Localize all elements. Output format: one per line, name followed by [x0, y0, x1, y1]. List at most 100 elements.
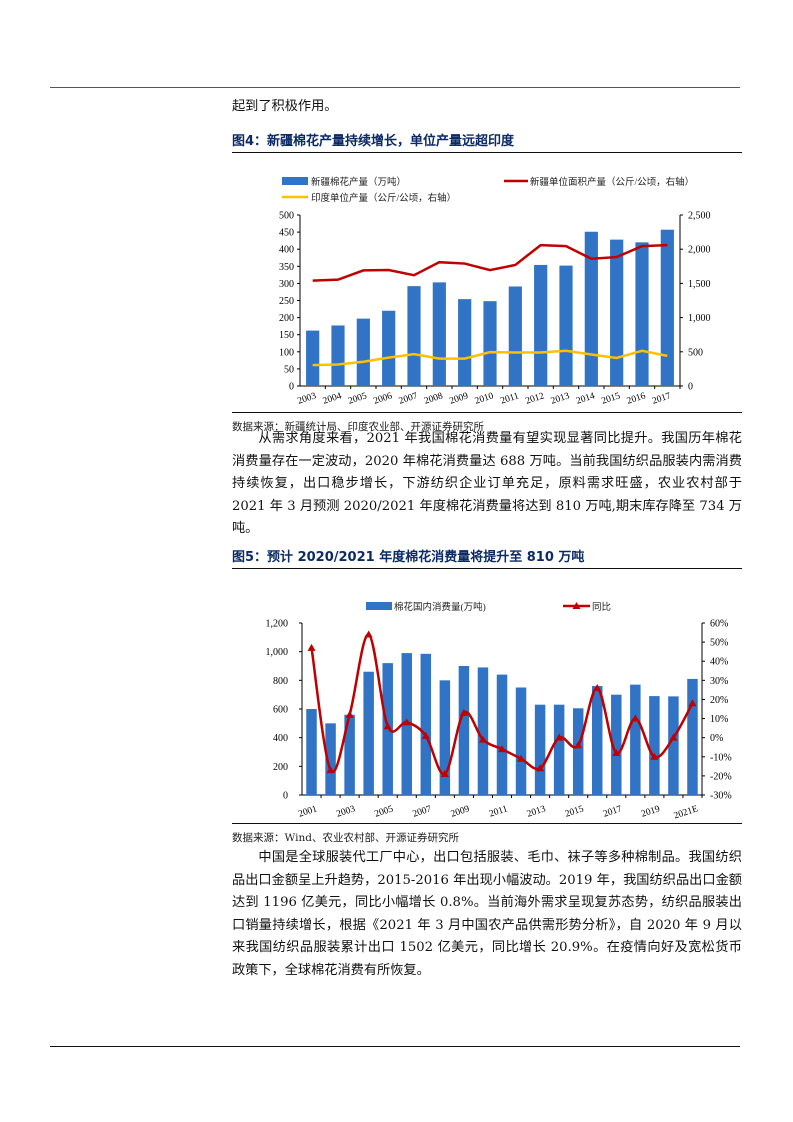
svg-text:2005: 2005 — [373, 804, 394, 819]
legend-xinjiang-yield: 新疆单位面积产量（公斤/公顷，右轴） — [530, 176, 694, 188]
yoy-marker — [498, 745, 506, 753]
svg-text:2015: 2015 — [600, 391, 621, 406]
svg-text:2007: 2007 — [398, 391, 419, 406]
legend-yoy: 同比 — [592, 601, 611, 613]
yoy-marker — [669, 733, 678, 741]
svg-text:-10%: -10% — [710, 752, 732, 763]
bar — [356, 318, 370, 386]
svg-text:1,000: 1,000 — [688, 313, 711, 324]
bar — [610, 239, 624, 386]
svg-text:200: 200 — [273, 762, 288, 773]
figure5-title: 图5：预计 2020/2021 年度棉花消费量将提升至 810 万吨 — [232, 546, 742, 569]
bar — [611, 694, 622, 795]
bar — [559, 265, 573, 386]
svg-text:40%: 40% — [710, 657, 728, 668]
svg-text:2009: 2009 — [450, 804, 471, 819]
bar — [363, 671, 374, 795]
svg-text:2,000: 2,000 — [688, 245, 711, 256]
svg-text:500: 500 — [688, 347, 703, 358]
svg-text:-20%: -20% — [710, 771, 732, 782]
bar — [458, 299, 472, 386]
svg-text:2019: 2019 — [640, 804, 661, 819]
yoy-marker — [326, 766, 335, 774]
bar — [325, 723, 336, 795]
footer-rule — [50, 1046, 740, 1047]
india-yield-line — [312, 349, 668, 367]
bar — [331, 325, 345, 386]
paragraph-exports: 中国是全球服装代工厂中心，出口包括服装、毛巾、袜子等多种棉制品。我国纺织品出口金… — [232, 850, 742, 978]
xinjiang-yield-line — [312, 243, 668, 282]
svg-text:800: 800 — [273, 676, 288, 687]
yoy-marker — [421, 731, 430, 739]
intro-text: 起到了积极作用。 — [232, 99, 338, 114]
yoy-marker — [555, 733, 564, 741]
svg-text:2006: 2006 — [372, 391, 393, 406]
yoy-marker — [593, 683, 602, 691]
svg-text:400: 400 — [279, 245, 294, 256]
bar — [496, 674, 508, 795]
bar — [344, 714, 355, 795]
paragraph-demand: 从需求角度来看，2021 年我国棉花消费量有望实现显著同比提升。我国历年棉花消费… — [232, 431, 742, 536]
bar — [306, 709, 317, 795]
yoy-marker — [440, 769, 449, 777]
svg-text:2013: 2013 — [526, 804, 547, 819]
yoy-marker — [650, 752, 659, 760]
svg-text:2009: 2009 — [448, 391, 469, 406]
svg-text:2011: 2011 — [499, 391, 520, 406]
svg-text:1,200: 1,200 — [266, 619, 289, 630]
figure4-source: 数据来源：新疆统计局、印度农业部、开源证券研究所 — [232, 412, 742, 434]
yoy-marker — [307, 643, 316, 651]
bar — [635, 242, 649, 386]
svg-text:2012: 2012 — [524, 391, 545, 406]
svg-text:60%: 60% — [710, 619, 728, 630]
figure4-title: 图4：新疆棉花产量持续增长，单位产量远超印度 — [232, 130, 742, 153]
yoy-marker — [459, 708, 468, 716]
figure5-source: 数据来源：Wind、农业农村部、开源证券研究所 — [232, 823, 742, 845]
svg-text:150: 150 — [279, 330, 294, 341]
bar — [432, 282, 446, 386]
yoy-marker — [688, 699, 697, 707]
svg-text:1,500: 1,500 — [688, 279, 711, 290]
bar — [306, 330, 320, 386]
svg-text:2017: 2017 — [651, 391, 672, 406]
yoy-marker — [517, 754, 526, 762]
svg-text:2014: 2014 — [575, 391, 596, 406]
svg-text:2016: 2016 — [626, 391, 647, 406]
bar — [458, 666, 470, 795]
yoy-marker — [478, 735, 487, 743]
svg-text:0%: 0% — [710, 733, 723, 744]
bar — [553, 704, 565, 795]
svg-text:2010: 2010 — [474, 391, 495, 406]
yoy-marker — [364, 630, 373, 638]
legend-consumption-swatch — [366, 602, 392, 610]
bar — [630, 684, 641, 795]
figure4-chart: 新疆棉花产量（万吨） 新疆单位面积产量（公斤/公顷，右轴） 印度单位产量（公斤/公顷… — [232, 153, 742, 412]
figure4-chart-svg: 新疆棉花产量（万吨） 新疆单位面积产量（公斤/公顷，右轴） 印度单位产量（公斤/公顷… — [279, 176, 711, 407]
svg-text:30%: 30% — [710, 676, 728, 687]
svg-text:250: 250 — [279, 296, 294, 307]
svg-text:300: 300 — [279, 279, 294, 290]
svg-text:2011: 2011 — [488, 804, 509, 819]
svg-text:600: 600 — [273, 705, 288, 716]
svg-text:2001: 2001 — [297, 804, 318, 819]
svg-text:50: 50 — [284, 364, 294, 375]
yoy-marker — [402, 718, 411, 726]
header-rule — [50, 87, 740, 88]
bar — [592, 686, 603, 795]
yoy-marker — [612, 748, 621, 756]
legend-india-yield: 印度单位产量（公斤/公顷，右轴） — [311, 192, 456, 204]
yoy-marker — [345, 710, 354, 718]
bar — [687, 678, 698, 795]
svg-text:0: 0 — [283, 791, 288, 802]
svg-text:10%: 10% — [710, 714, 728, 725]
bar — [649, 696, 660, 795]
svg-text:2007: 2007 — [412, 804, 433, 819]
svg-text:-30%: -30% — [710, 791, 732, 802]
svg-text:0: 0 — [688, 382, 693, 393]
bar — [660, 229, 674, 386]
yoy-marker — [383, 722, 392, 730]
svg-text:200: 200 — [279, 313, 294, 324]
svg-text:50%: 50% — [710, 638, 728, 649]
svg-text:2,500: 2,500 — [688, 211, 711, 222]
bar — [534, 264, 548, 386]
